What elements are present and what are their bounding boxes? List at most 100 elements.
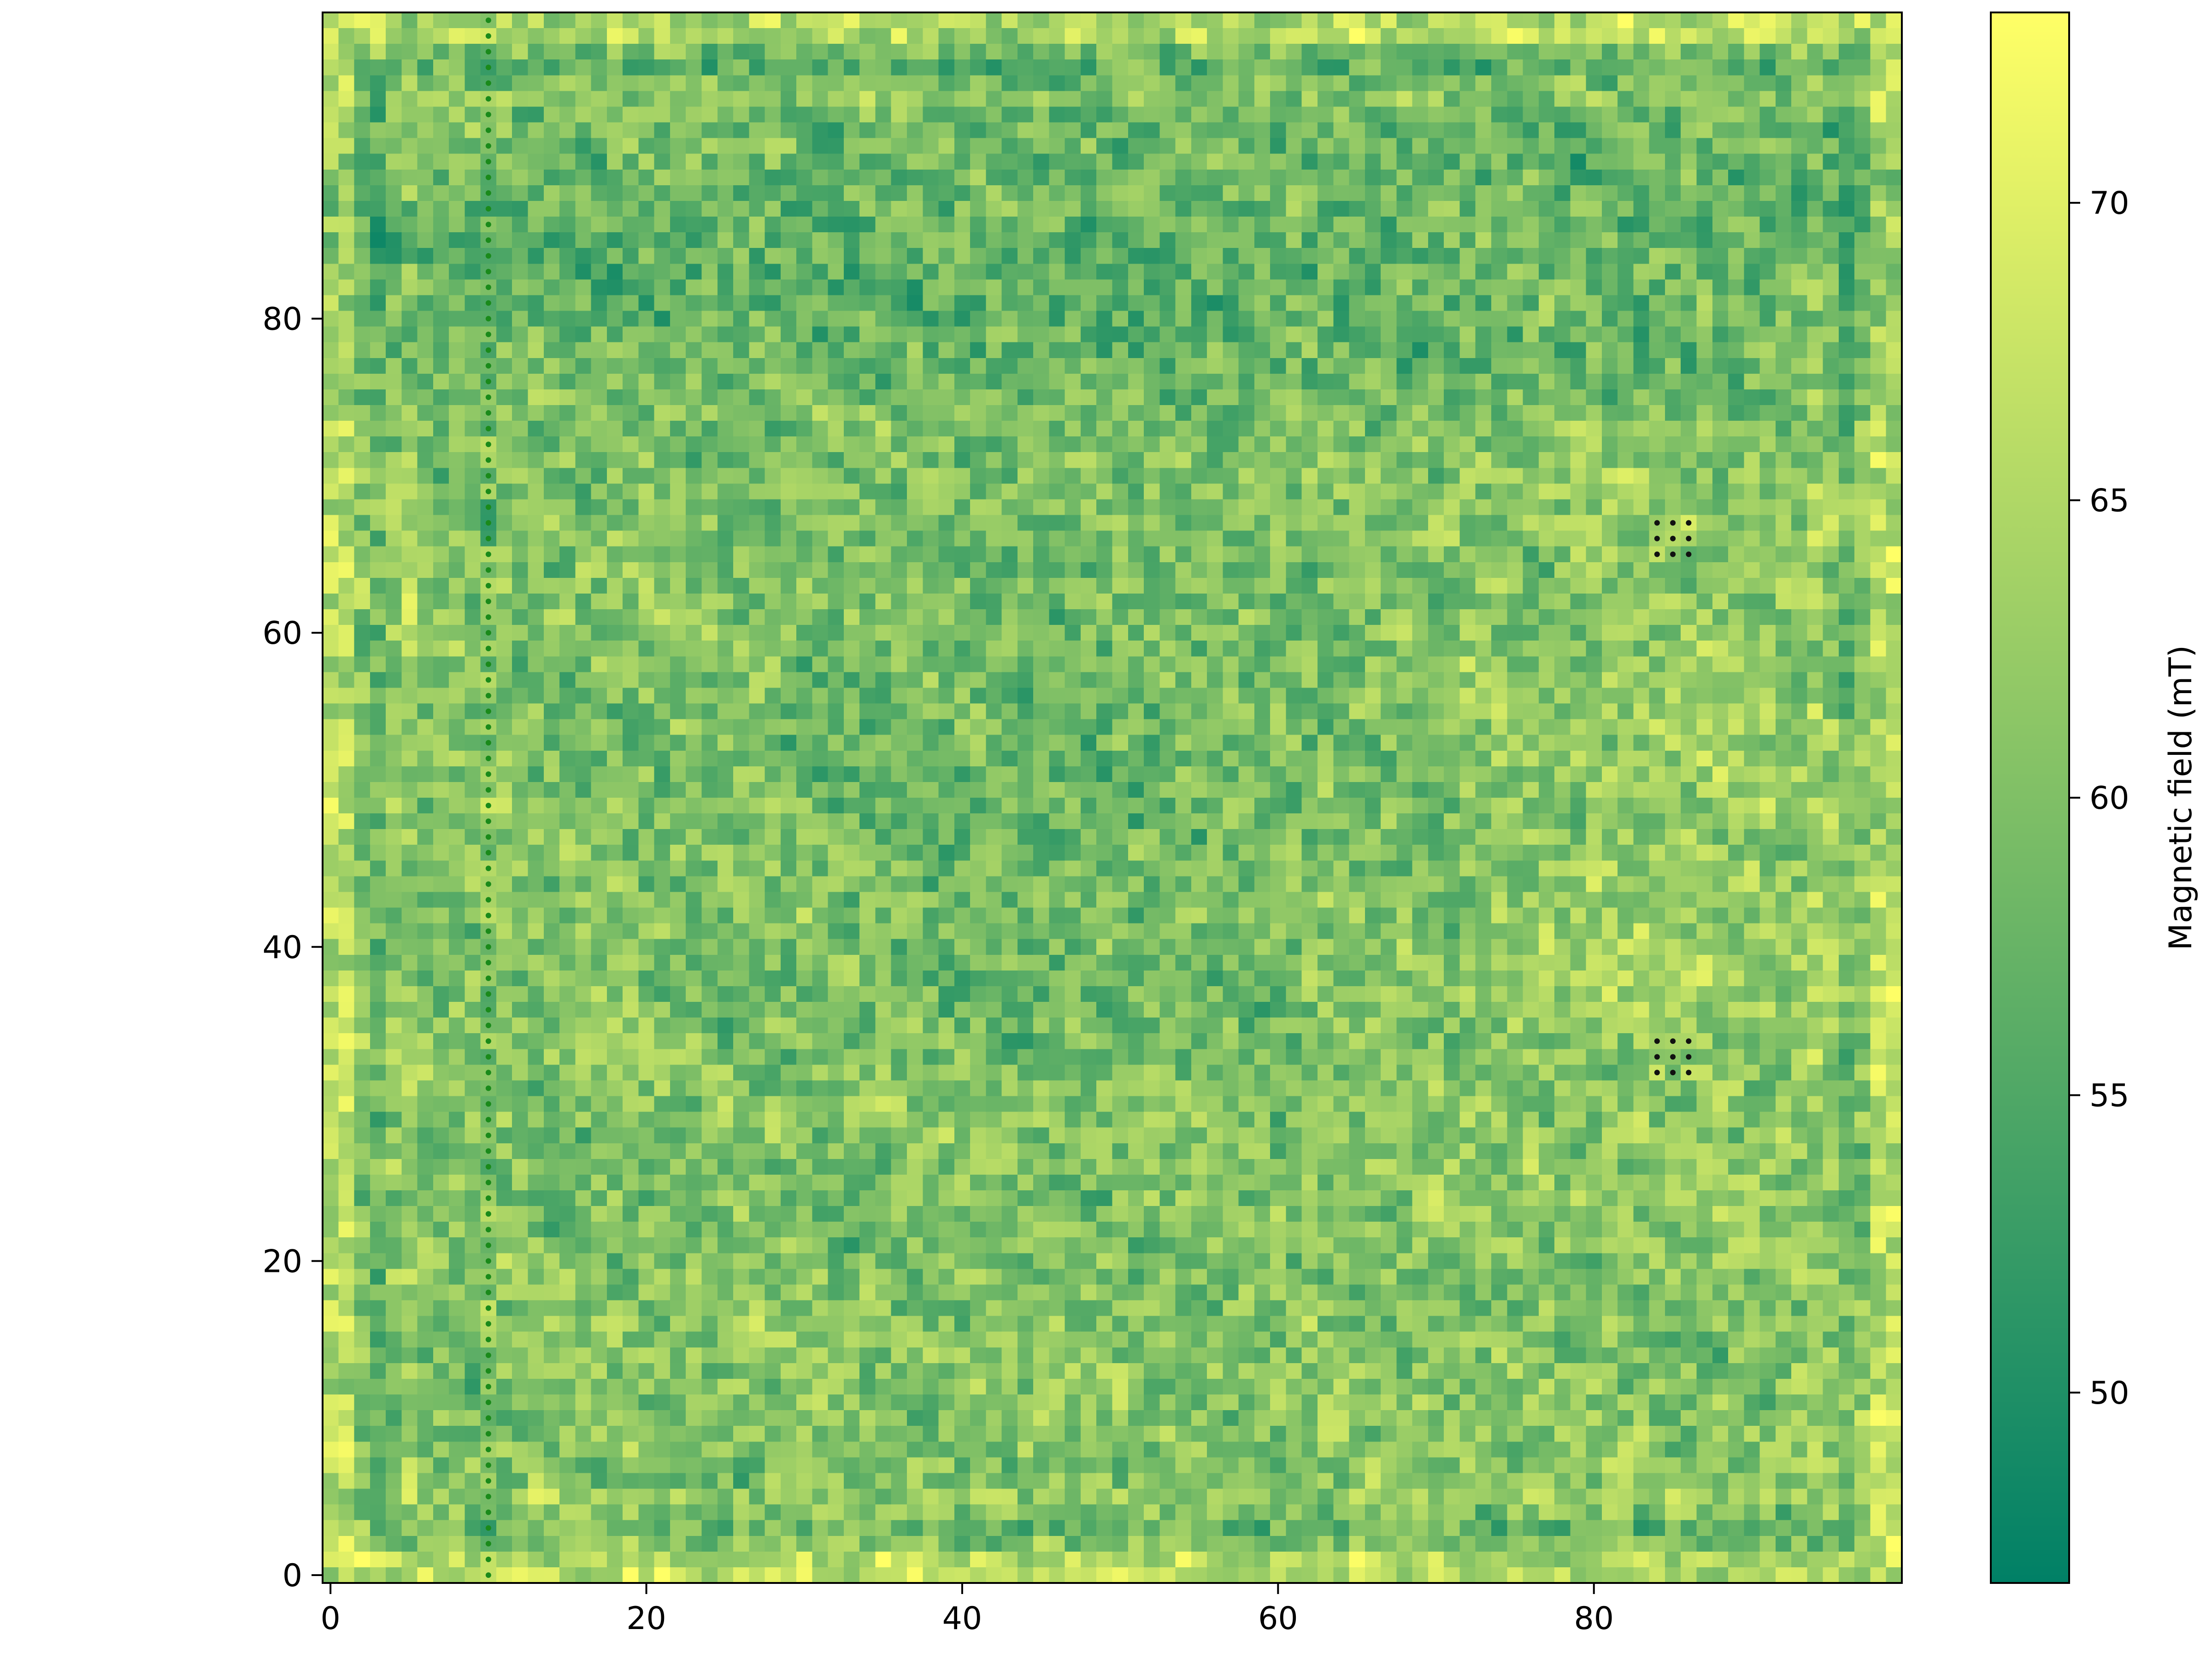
line-dot <box>485 1007 491 1013</box>
line-dot <box>485 159 491 165</box>
line-dot <box>485 928 491 934</box>
line-dot <box>485 441 491 447</box>
colorbar-tick-label: 60 <box>2089 780 2130 817</box>
line-dot <box>485 473 491 479</box>
line-dot <box>485 677 491 683</box>
line-dot <box>485 708 491 714</box>
line-dot <box>485 1085 491 1091</box>
line-dot <box>485 755 491 761</box>
line-dot <box>485 316 491 322</box>
line-dot <box>485 457 491 463</box>
line-dot <box>485 284 491 290</box>
line-dot <box>485 1070 491 1076</box>
line-dot <box>485 1572 491 1578</box>
line-dot <box>485 535 491 541</box>
line-dot <box>485 599 491 604</box>
line-dot <box>485 1525 491 1531</box>
line-dot <box>485 1227 491 1233</box>
x-tick-label: 0 <box>321 1600 341 1637</box>
line-dot <box>485 269 491 275</box>
x-tick-label: 40 <box>942 1600 982 1637</box>
grid-dot <box>1654 1038 1660 1044</box>
line-dot <box>485 488 491 494</box>
grid-dot <box>1670 551 1676 557</box>
line-dot <box>485 378 491 384</box>
y-tick-label: 40 <box>262 930 302 966</box>
line-dot <box>485 520 491 526</box>
line-dot <box>485 865 491 871</box>
colorbar-gradient <box>1990 12 2070 1584</box>
line-dot <box>485 1352 491 1358</box>
y-tick-label: 20 <box>262 1243 302 1280</box>
colorbar: 50 55 60 65 70 Magnetic field (mT) <box>1990 12 2199 1584</box>
grid-dot <box>1670 1070 1676 1076</box>
line-dot <box>485 693 491 699</box>
y-tick-label: 0 <box>282 1558 302 1594</box>
line-dot <box>485 96 491 102</box>
line-dot <box>485 1400 491 1406</box>
line-dot <box>485 174 491 180</box>
line-dot <box>485 912 491 918</box>
line-dot <box>485 1274 491 1280</box>
line-dot <box>485 1132 491 1138</box>
line-dot <box>485 1148 491 1154</box>
grid-dot <box>1686 535 1692 541</box>
line-dot <box>485 394 491 400</box>
grid-dot <box>1686 520 1692 526</box>
line-dot <box>485 567 491 573</box>
line-dot <box>485 818 491 824</box>
line-dot <box>485 1556 491 1562</box>
line-dot <box>485 850 491 856</box>
line-dot <box>485 551 491 557</box>
line-dot <box>485 1179 491 1185</box>
grid-dot <box>1654 535 1660 541</box>
colorbar-tick-label: 70 <box>2089 185 2130 222</box>
line-dot <box>485 1195 491 1201</box>
line-dot <box>485 1211 491 1217</box>
line-dot <box>485 1462 491 1468</box>
line-dot <box>485 630 491 636</box>
line-dot <box>485 127 491 133</box>
line-dot <box>485 1509 491 1515</box>
grid-dot <box>1686 551 1692 557</box>
y-tick-label: 60 <box>262 615 302 652</box>
grid-dot <box>1686 1038 1692 1044</box>
line-dot <box>485 661 491 667</box>
line-dot <box>485 991 491 997</box>
line-dot <box>485 1101 491 1107</box>
line-dot <box>485 80 491 86</box>
line-dot <box>485 112 491 118</box>
line-dot <box>485 787 491 793</box>
line-dot <box>485 1321 491 1327</box>
line-dot <box>485 1431 491 1437</box>
line-dot <box>485 1305 491 1311</box>
y-axis: 0 20 40 60 80 <box>262 301 323 1594</box>
line-dot <box>485 1054 491 1060</box>
line-dot <box>485 33 491 39</box>
grid-dot <box>1686 1070 1692 1076</box>
line-dot <box>485 881 491 887</box>
grid-dot <box>1654 1054 1660 1060</box>
line-dot <box>485 959 491 965</box>
line-dot <box>485 1289 491 1295</box>
line-dot <box>485 1242 491 1248</box>
line-dot <box>485 1117 491 1123</box>
grid-dot <box>1686 1054 1692 1060</box>
line-dot <box>485 724 491 730</box>
line-dot <box>485 803 491 809</box>
line-dot <box>485 363 491 369</box>
line-dot <box>485 771 491 777</box>
line-dot <box>485 897 491 903</box>
line-dot <box>485 834 491 840</box>
line-dot <box>485 614 491 620</box>
line-dot <box>485 944 491 950</box>
grid-dot <box>1654 1070 1660 1076</box>
line-dot <box>485 975 491 981</box>
grid-dot <box>1670 535 1676 541</box>
line-dot <box>485 1415 491 1421</box>
grid-dot <box>1670 1038 1676 1044</box>
x-tick-label: 20 <box>626 1600 666 1637</box>
line-dot <box>485 582 491 588</box>
grid-dot <box>1670 520 1676 526</box>
